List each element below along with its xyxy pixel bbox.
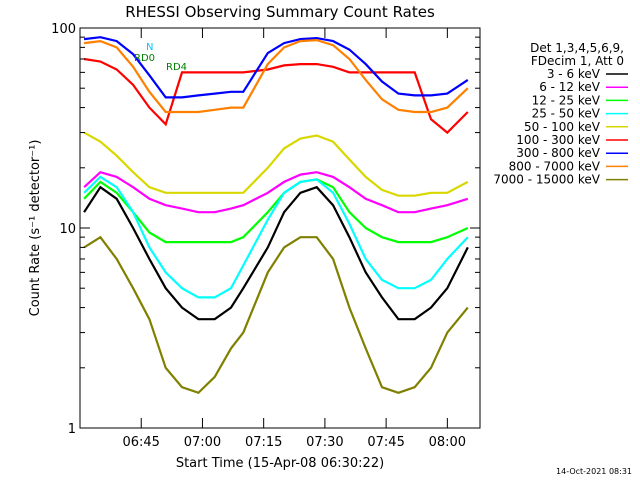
legend-header-line-2: FDecim 1, Att 0 (531, 54, 624, 68)
series-line-0 (83, 185, 469, 321)
series-line-6 (83, 36, 469, 99)
legend-label-1: 6 - 12 keV (539, 80, 601, 94)
y-tick-label-2: 100 (51, 22, 76, 37)
series-line-5 (83, 57, 469, 135)
x-tick-label-0: 06:45 (122, 435, 159, 450)
annotation-label-2: RD4 (166, 62, 187, 73)
annotation-label-0: N (146, 42, 153, 53)
series-line-3 (83, 175, 469, 299)
y-tick-label-1: 10 (59, 222, 76, 237)
axes: 06:45 07:00 07:15 07:30 07:45 08:00 1 10 100 (51, 22, 480, 450)
x-tick-label-3: 07:30 (306, 435, 343, 450)
legend-label-0: 3 - 6 keV (547, 67, 601, 81)
y-tick-label-0: 1 (68, 422, 76, 437)
annotation-label-1: RD0 (134, 53, 155, 64)
legend-label-8: 7000 - 15000 keV (493, 173, 600, 187)
legend-header-line-1: Det 1,3,4,5,6,9, (530, 41, 624, 55)
legend-label-3: 25 - 50 keV (532, 107, 601, 121)
series-line-8 (83, 235, 469, 395)
x-axis-label: Start Time (15-Apr-08 06:30:22) (176, 456, 384, 471)
x-tick-label-1: 07:00 (184, 435, 221, 450)
series-line-2 (83, 178, 469, 244)
legend-label-2: 12 - 25 keV (532, 93, 601, 107)
x-tick-label-5: 08:00 (429, 435, 466, 450)
x-tick-label-2: 07:15 (245, 435, 282, 450)
series-line-4 (83, 131, 469, 197)
chart-title: RHESSI Observing Summary Count Rates (125, 3, 435, 21)
legend-label-6: 300 - 800 keV (516, 146, 600, 160)
legend-label-5: 100 - 300 keV (516, 133, 600, 147)
series-line-7 (83, 38, 469, 114)
legend-label-7: 800 - 7000 keV (509, 159, 601, 173)
y-axis-label: Count Rate (s⁻¹ detector⁻¹) (28, 140, 43, 317)
series-line-1 (83, 170, 469, 214)
x-tick-label-4: 07:45 (367, 435, 404, 450)
legend-label-4: 50 - 100 keV (524, 120, 601, 134)
footer-timestamp: 14-Oct-2021 08:31 (556, 467, 632, 476)
